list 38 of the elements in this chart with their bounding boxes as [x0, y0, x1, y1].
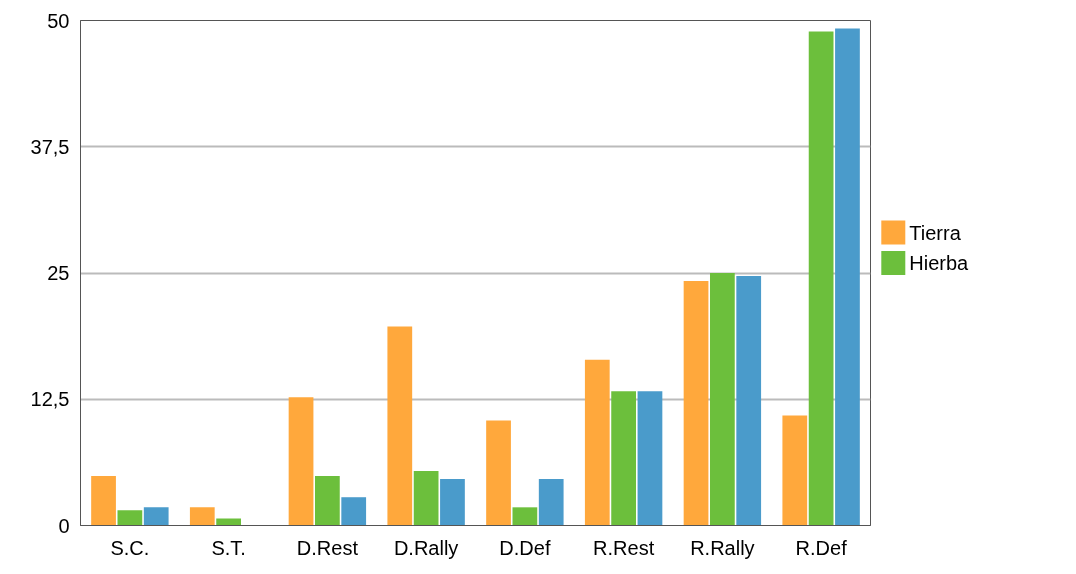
bar — [835, 28, 860, 526]
y-tick-label: 37,5 — [30, 135, 70, 158]
bar — [710, 273, 735, 526]
bar — [91, 476, 116, 526]
bar — [117, 510, 143, 526]
x-tick-label: D.Def — [499, 536, 551, 559]
x-tick-label: D.Rally — [393, 536, 459, 559]
x-tick-label: S.T. — [211, 536, 246, 559]
x-tick-label: D.Rest — [296, 536, 359, 559]
bar — [736, 276, 762, 526]
y-tick-label: 0 — [58, 514, 70, 537]
bar — [315, 476, 340, 526]
bar — [808, 31, 834, 526]
bar — [611, 391, 636, 526]
bar — [486, 420, 511, 526]
bar — [782, 415, 808, 526]
legend-label: Hierba — [909, 251, 970, 274]
bar — [189, 507, 215, 526]
x-tick-label: R.Rest — [593, 536, 655, 559]
x-tick-label: S.C. — [110, 536, 150, 559]
y-tick-label: 50 — [47, 9, 70, 32]
x-tick-label: R.Rally — [690, 536, 755, 559]
y-tick-label: 25 — [47, 262, 70, 284]
x-tick-label: R.Def — [795, 536, 848, 559]
bar — [637, 391, 663, 526]
bar — [512, 507, 538, 526]
bar — [538, 479, 564, 526]
legend-label: Tierra — [909, 221, 962, 244]
bar — [683, 281, 709, 526]
bar — [413, 470, 439, 526]
y-tick-label: 12,5 — [30, 388, 70, 411]
bar — [584, 359, 610, 526]
bar — [341, 497, 367, 526]
bar — [216, 518, 241, 526]
bar — [440, 479, 465, 526]
bar — [288, 397, 314, 526]
bar — [387, 326, 413, 526]
bar — [143, 507, 169, 526]
